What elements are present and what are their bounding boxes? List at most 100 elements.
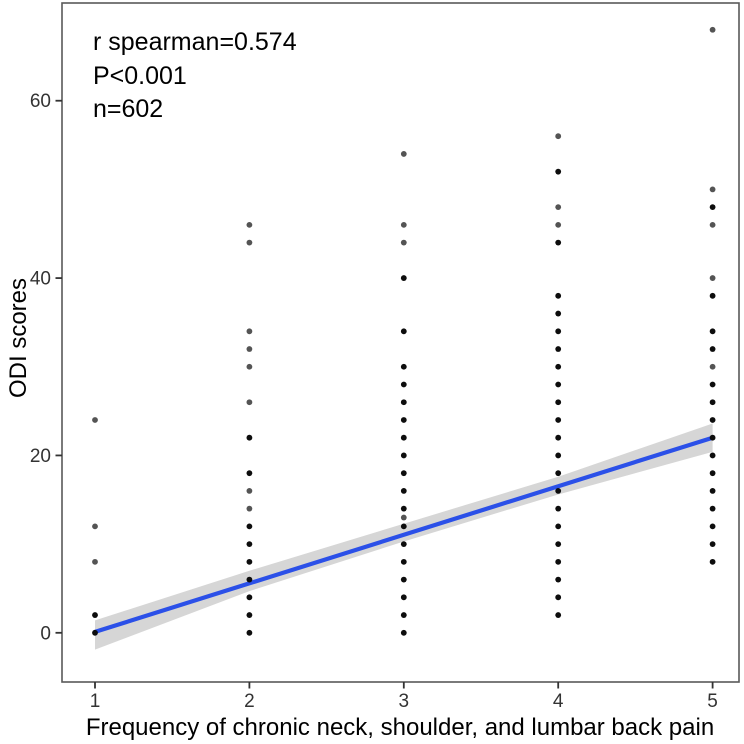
data-point <box>555 523 562 530</box>
plot-panel <box>62 3 739 682</box>
data-point <box>555 310 562 317</box>
data-point <box>92 629 98 636</box>
x-axis-ticks: 1 2 3 4 5 <box>90 682 718 712</box>
y-tick-label: 0 <box>40 623 51 644</box>
data-point <box>709 505 716 512</box>
data-point <box>400 417 407 423</box>
data-point <box>246 346 253 352</box>
data-point <box>246 558 253 565</box>
data-point <box>555 452 562 459</box>
data-point <box>709 363 716 370</box>
annotation-r-spearman: r spearman=0.574 <box>93 28 297 56</box>
scatter-points <box>92 26 716 636</box>
data-point <box>709 470 716 477</box>
data-point <box>400 488 407 494</box>
data-point <box>246 399 253 406</box>
data-point <box>400 558 407 565</box>
data-point <box>555 346 562 352</box>
data-point <box>246 239 253 246</box>
data-point <box>709 292 716 299</box>
data-point <box>555 204 562 211</box>
data-point <box>555 470 562 477</box>
data-point <box>246 541 253 548</box>
y-tick-label: 60 <box>30 91 51 112</box>
data-point <box>246 505 253 512</box>
x-tick-label: 5 <box>707 691 718 712</box>
data-point <box>92 417 98 423</box>
data-point <box>555 399 562 406</box>
data-point <box>555 612 562 618</box>
data-point <box>709 346 716 352</box>
data-point <box>555 221 562 228</box>
data-point <box>400 523 407 530</box>
data-point <box>555 558 562 565</box>
data-point <box>709 204 716 211</box>
data-point <box>246 470 253 477</box>
data-point <box>246 629 253 636</box>
data-point <box>555 594 562 601</box>
data-point <box>709 275 716 281</box>
data-point <box>92 523 98 530</box>
data-point <box>246 576 253 583</box>
data-point <box>92 558 98 565</box>
data-point <box>400 612 407 618</box>
data-point <box>709 434 716 441</box>
data-point <box>246 328 253 335</box>
data-point <box>555 381 562 388</box>
data-point <box>246 434 253 441</box>
data-point <box>709 452 716 459</box>
data-point <box>709 221 716 228</box>
data-point <box>709 417 716 423</box>
data-point <box>246 221 253 228</box>
data-point <box>709 558 716 565</box>
data-point <box>246 594 253 601</box>
data-point <box>400 151 407 157</box>
data-point <box>709 381 716 388</box>
data-point <box>400 328 407 335</box>
panel-border <box>61 2 740 683</box>
data-point <box>400 239 407 246</box>
data-point <box>709 399 716 406</box>
data-point <box>709 541 716 548</box>
data-point <box>709 186 716 193</box>
x-axis-title: Frequency of chronic neck, shoulder, and… <box>86 714 714 741</box>
x-tick-label: 3 <box>399 691 410 712</box>
data-point <box>246 363 253 370</box>
data-point <box>400 576 407 583</box>
y-axis-title: ODI scores <box>5 278 32 398</box>
data-point <box>92 612 98 618</box>
data-point <box>555 168 562 175</box>
x-tick-label: 4 <box>553 691 564 712</box>
data-point <box>555 488 562 494</box>
x-tick-label: 1 <box>90 691 101 712</box>
data-point <box>709 523 716 530</box>
data-point <box>709 328 716 335</box>
data-point <box>400 381 407 388</box>
data-point <box>709 26 716 33</box>
data-point <box>246 612 253 618</box>
data-point <box>400 275 407 281</box>
data-point <box>400 470 407 477</box>
data-point <box>709 488 716 494</box>
y-axis-ticks: 0 20 40 60 <box>30 91 62 644</box>
data-point <box>246 488 253 494</box>
y-tick-label: 40 <box>30 269 51 290</box>
data-point <box>400 434 407 441</box>
data-point <box>400 514 407 521</box>
annotation-p-value: P<0.001 <box>93 62 187 90</box>
x-tick-label: 2 <box>244 691 255 712</box>
data-point <box>555 541 562 548</box>
stats-annotation: r spearman=0.574 P<0.001 n=602 <box>93 28 297 123</box>
data-point <box>555 417 562 423</box>
data-point <box>400 363 407 370</box>
data-point <box>400 452 407 459</box>
data-point <box>555 363 562 370</box>
data-point <box>400 629 407 636</box>
annotation-n: n=602 <box>93 95 163 123</box>
data-point <box>555 292 562 299</box>
data-point <box>400 505 407 512</box>
data-point <box>555 328 562 335</box>
data-point <box>400 221 407 228</box>
